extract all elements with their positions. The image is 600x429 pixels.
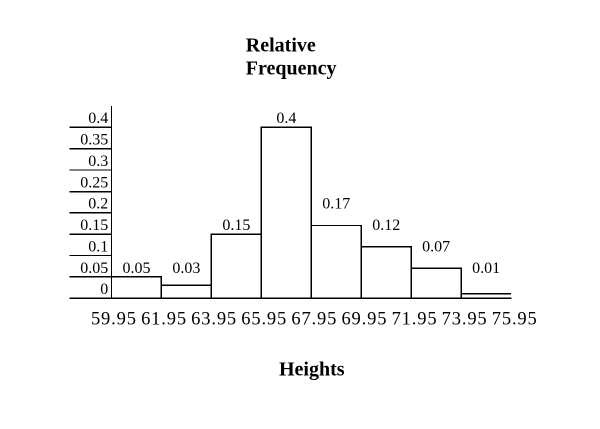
svg-text:0.01: 0.01: [472, 260, 500, 277]
svg-text:0.05: 0.05: [122, 260, 150, 277]
svg-text:0.05: 0.05: [80, 260, 108, 277]
svg-text:Relative: Relative: [246, 34, 316, 56]
svg-text:71.95: 71.95: [392, 310, 438, 330]
svg-text:0.1: 0.1: [88, 238, 108, 255]
svg-text:0.35: 0.35: [80, 132, 108, 149]
svg-text:0.4: 0.4: [276, 110, 296, 127]
svg-text:0.12: 0.12: [372, 217, 400, 234]
svg-text:73.95: 73.95: [442, 310, 488, 330]
svg-text:67.95: 67.95: [291, 310, 337, 330]
svg-text:Frequency: Frequency: [246, 57, 337, 79]
svg-text:0.07: 0.07: [422, 238, 450, 255]
svg-text:75.95: 75.95: [492, 310, 538, 330]
svg-text:69.95: 69.95: [341, 310, 387, 330]
svg-text:65.95: 65.95: [241, 310, 287, 330]
svg-text:Heights: Heights: [279, 359, 345, 381]
svg-text:0.15: 0.15: [222, 217, 250, 234]
svg-text:0: 0: [100, 281, 108, 298]
svg-text:0.15: 0.15: [80, 217, 108, 234]
svg-text:0.25: 0.25: [80, 174, 108, 191]
svg-text:0.2: 0.2: [88, 196, 108, 213]
svg-text:61.95: 61.95: [141, 310, 187, 330]
svg-text:0.4: 0.4: [88, 110, 108, 127]
svg-text:0.17: 0.17: [322, 196, 350, 213]
svg-text:0.03: 0.03: [172, 260, 200, 277]
svg-text:63.95: 63.95: [191, 310, 237, 330]
svg-text:0.3: 0.3: [88, 153, 108, 170]
svg-text:59.95: 59.95: [91, 310, 137, 330]
